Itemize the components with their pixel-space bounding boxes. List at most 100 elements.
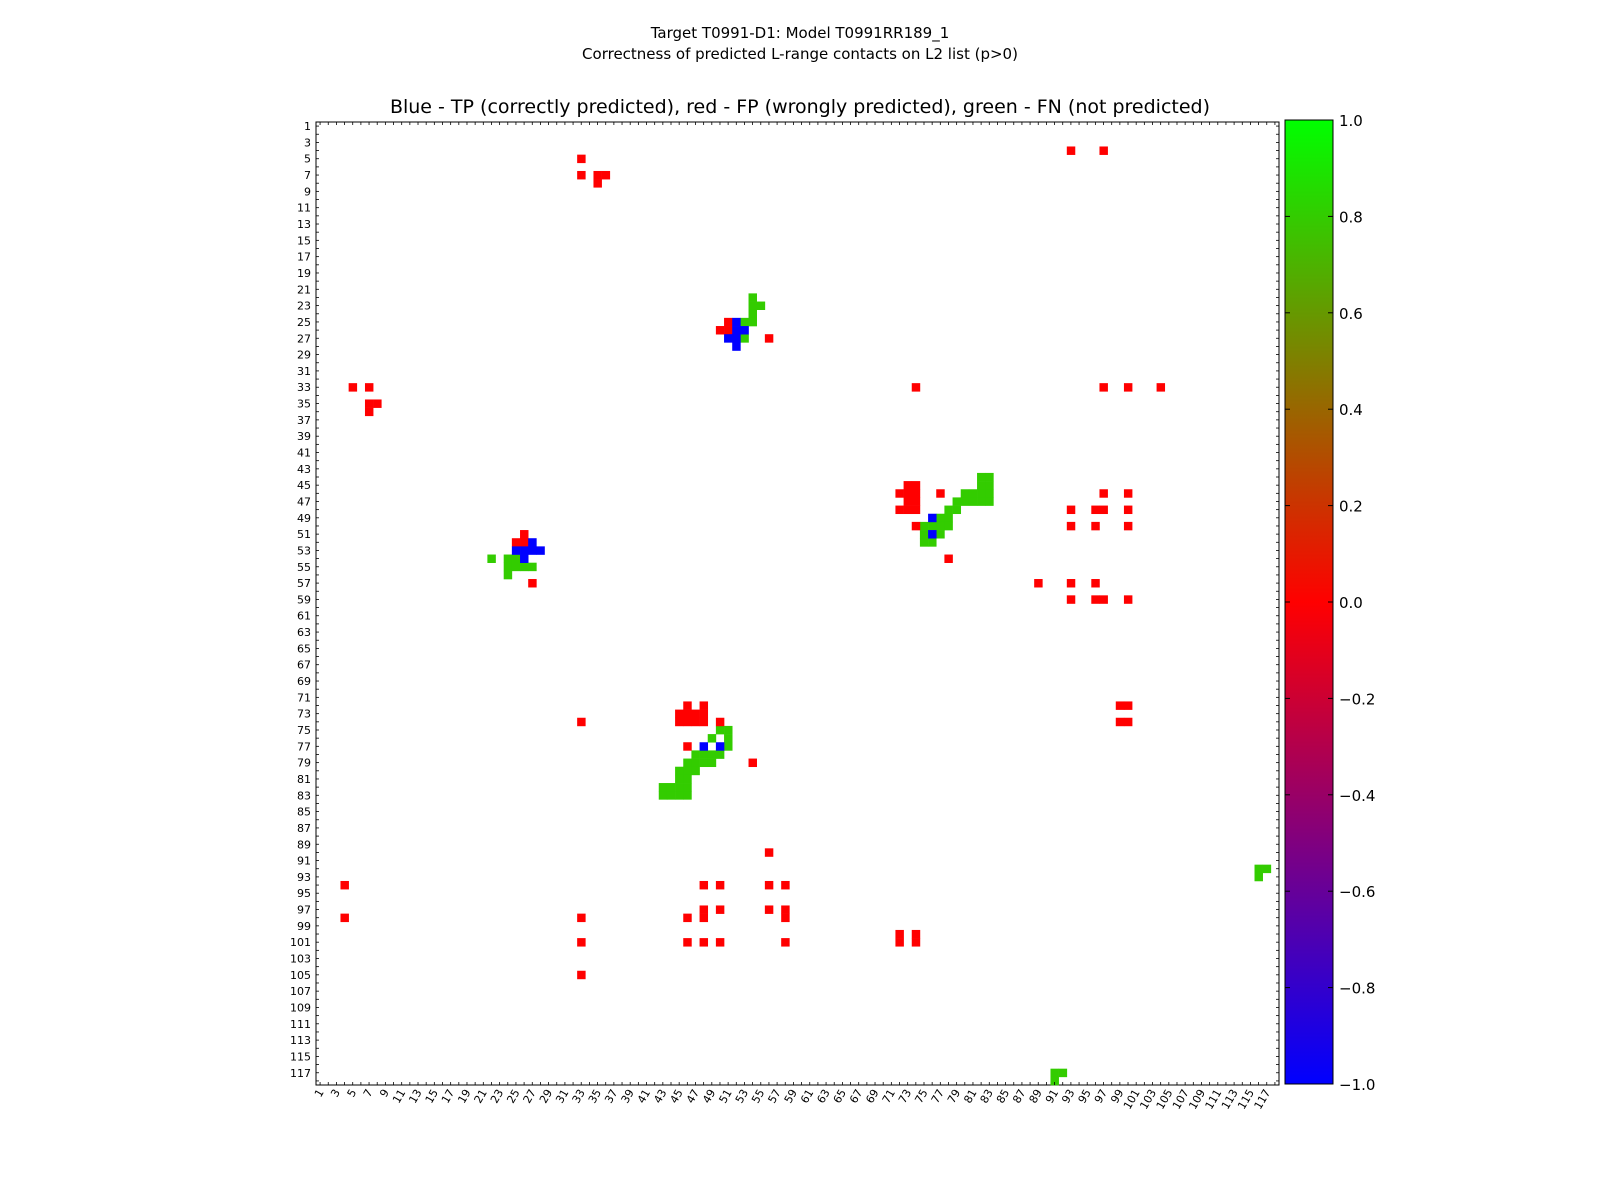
y-tick-label: 25 bbox=[297, 316, 311, 329]
x-tick-label: 77 bbox=[929, 1087, 947, 1106]
cell-fp bbox=[528, 579, 537, 588]
cell-fp bbox=[895, 938, 904, 947]
cell-fp bbox=[1099, 505, 1108, 515]
y-tick-label: 75 bbox=[297, 724, 311, 737]
x-tick-label: 73 bbox=[896, 1087, 914, 1106]
cell-fp bbox=[364, 383, 374, 392]
cell-fp bbox=[699, 880, 709, 890]
cell-fp bbox=[683, 717, 692, 727]
y-tick-label: 91 bbox=[297, 855, 311, 868]
cell-fp bbox=[715, 326, 725, 335]
cell-fp bbox=[724, 326, 733, 335]
y-tick-label: 35 bbox=[297, 398, 311, 411]
cell-fp bbox=[683, 709, 692, 719]
cell-fp bbox=[1066, 579, 1076, 588]
cell-fp bbox=[1156, 383, 1166, 392]
cell-tp bbox=[928, 513, 937, 523]
y-tick-label: 11 bbox=[297, 202, 311, 215]
cell-tp bbox=[511, 546, 521, 555]
cell-fn bbox=[919, 530, 929, 539]
y-tick-label: 17 bbox=[297, 251, 311, 264]
cell-fp bbox=[903, 481, 913, 490]
y-tick-label: 87 bbox=[297, 822, 311, 835]
cell-fn bbox=[977, 472, 986, 482]
cell-fn bbox=[952, 505, 962, 515]
cell-fn bbox=[511, 554, 521, 563]
cell-fp bbox=[944, 554, 953, 563]
x-tick-label: 41 bbox=[635, 1087, 653, 1106]
y-tick-label: 111 bbox=[290, 1018, 311, 1031]
x-tick-label: 103 bbox=[1137, 1087, 1159, 1112]
cell-fn bbox=[936, 521, 945, 531]
cell-fn bbox=[977, 497, 986, 506]
colorbar-tick-label: −0.8 bbox=[1339, 980, 1375, 998]
cell-fn bbox=[503, 554, 513, 563]
y-tick-label: 13 bbox=[297, 218, 311, 231]
y-tick-label: 1 bbox=[304, 120, 311, 133]
y-tick-label: 89 bbox=[297, 838, 311, 851]
x-tick-label: 113 bbox=[1219, 1087, 1241, 1112]
x-tick-label: 39 bbox=[619, 1087, 637, 1106]
cell-fp bbox=[911, 497, 921, 506]
cell-fn bbox=[748, 309, 757, 319]
cell-fp bbox=[675, 717, 684, 727]
cell-fp bbox=[675, 709, 684, 719]
cell-fn bbox=[748, 293, 757, 302]
cell-fn bbox=[715, 750, 725, 759]
x-tick-label: 51 bbox=[716, 1087, 734, 1106]
cell-fn bbox=[666, 783, 676, 792]
x-tick-label: 5 bbox=[345, 1087, 360, 1100]
cell-fn bbox=[748, 317, 757, 327]
x-tick-label: 111 bbox=[1203, 1087, 1225, 1112]
cell-fp bbox=[699, 938, 709, 947]
cell-fp bbox=[577, 154, 586, 164]
cell-fp bbox=[764, 905, 774, 914]
cell-fp bbox=[911, 521, 921, 531]
cell-fn bbox=[1262, 864, 1272, 874]
cell-tp bbox=[724, 334, 733, 343]
cell-tp bbox=[528, 546, 537, 555]
cell-fp bbox=[373, 399, 382, 408]
cell-fn bbox=[952, 497, 962, 506]
x-tick-label: 21 bbox=[472, 1087, 490, 1106]
cell-fn bbox=[928, 538, 937, 547]
cell-fp bbox=[691, 709, 700, 719]
cell-fp bbox=[1123, 489, 1133, 498]
cell-tp bbox=[740, 326, 749, 335]
cell-fp bbox=[520, 538, 529, 547]
cell-fp bbox=[1091, 579, 1100, 588]
y-tick-label: 77 bbox=[297, 740, 311, 753]
cell-fp bbox=[903, 505, 913, 515]
cell-tp bbox=[520, 546, 529, 555]
cell-tp bbox=[928, 530, 937, 539]
y-tick-label: 55 bbox=[297, 561, 311, 574]
cell-fp bbox=[911, 938, 921, 947]
cell-fn bbox=[715, 725, 725, 735]
cell-tp bbox=[732, 326, 741, 335]
x-tick-label: 47 bbox=[684, 1087, 702, 1106]
cell-fp bbox=[1066, 595, 1076, 604]
y-tick-label: 83 bbox=[297, 789, 311, 802]
cell-fp bbox=[593, 170, 602, 180]
cell-fn bbox=[919, 538, 929, 547]
x-tick-label: 101 bbox=[1121, 1087, 1143, 1112]
cell-fp bbox=[511, 538, 521, 547]
colorbar-tick-label: −0.4 bbox=[1339, 787, 1375, 805]
cell-fp bbox=[520, 530, 529, 539]
cell-fn bbox=[936, 513, 945, 523]
y-tick-label: 23 bbox=[297, 300, 311, 313]
colorbar-tick-label: 1.0 bbox=[1339, 112, 1363, 130]
cell-fp bbox=[683, 742, 692, 751]
x-tick-label: 79 bbox=[945, 1087, 963, 1106]
cell-fp bbox=[699, 905, 709, 914]
cell-fp bbox=[683, 913, 692, 923]
cell-fp bbox=[764, 880, 774, 890]
x-tick-label: 95 bbox=[1076, 1087, 1094, 1106]
cell-fn bbox=[928, 521, 937, 531]
y-tick-label: 101 bbox=[290, 936, 311, 949]
cell-fn bbox=[675, 791, 684, 800]
x-tick-label: 13 bbox=[406, 1087, 424, 1106]
x-tick-label: 97 bbox=[1092, 1087, 1110, 1106]
y-tick-label: 109 bbox=[290, 1001, 311, 1014]
cell-fp bbox=[1123, 595, 1133, 604]
